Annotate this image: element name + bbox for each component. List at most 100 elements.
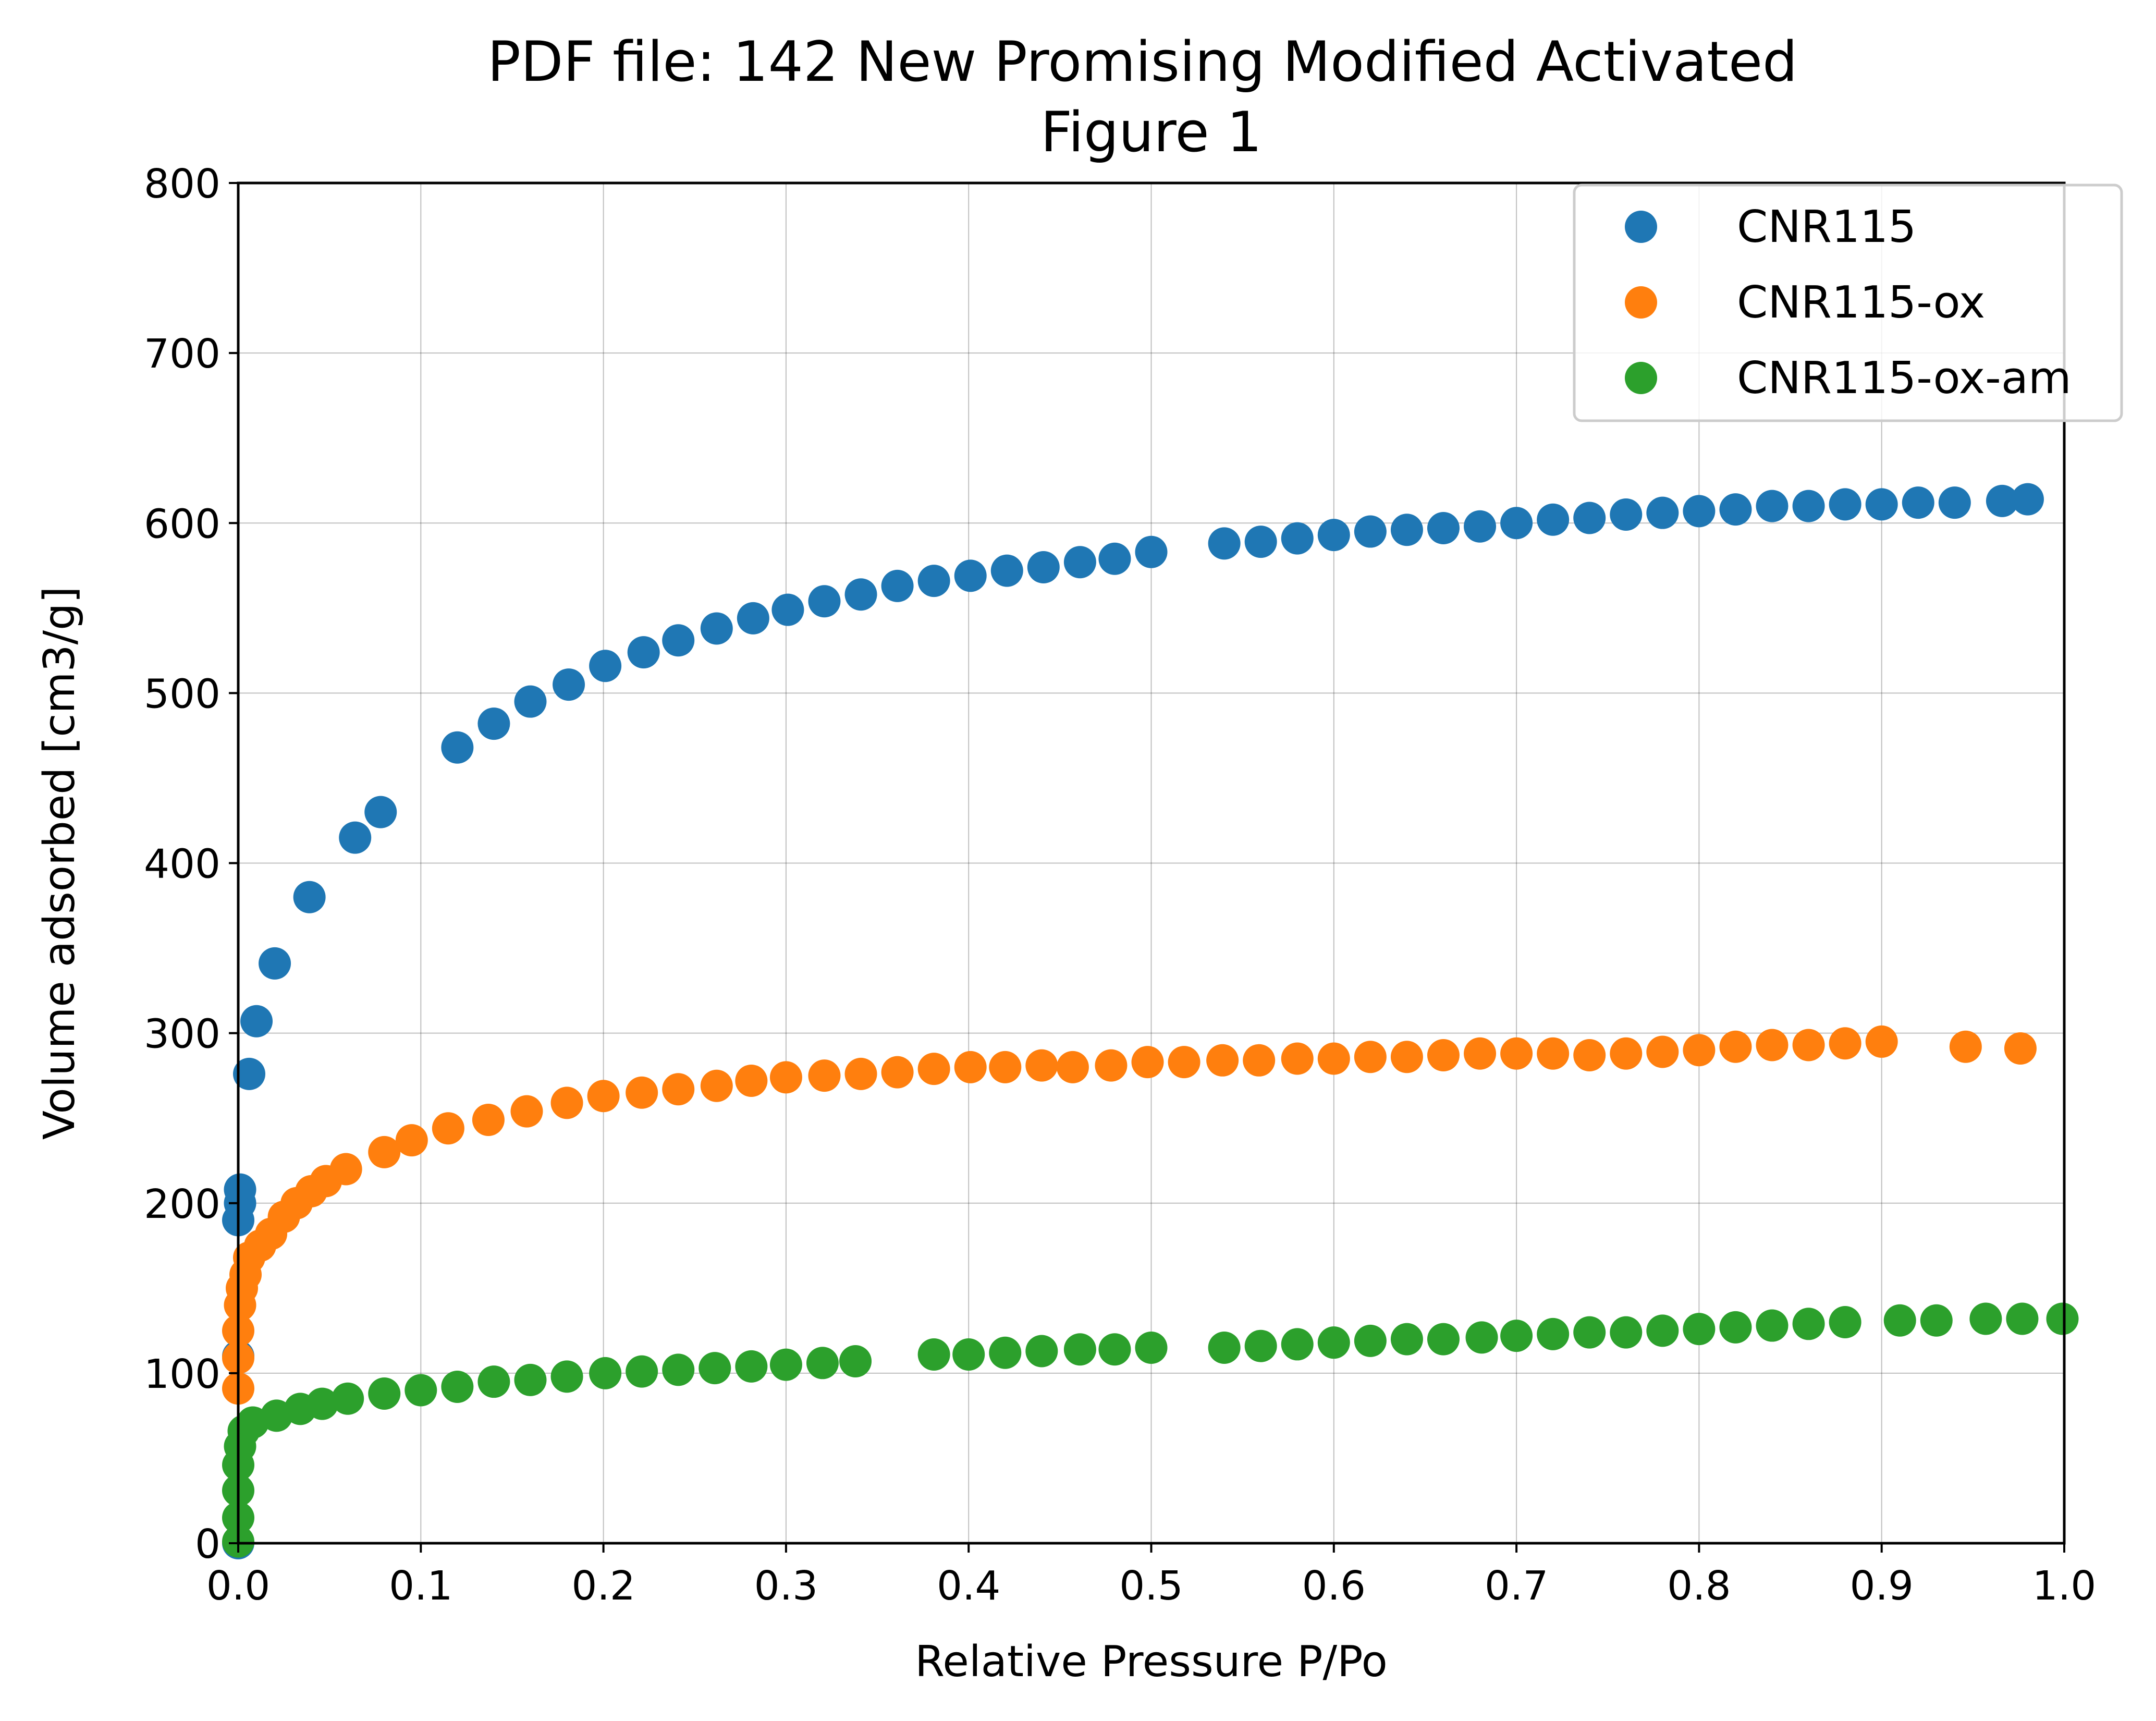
data-point: [806, 1347, 839, 1380]
data-point: [259, 947, 291, 980]
data-point: [1500, 1037, 1533, 1070]
data-point: [1500, 1320, 1533, 1352]
data-point: [1465, 1321, 1498, 1354]
x-tick-label: 0.4: [937, 1563, 1000, 1609]
data-point: [472, 1103, 505, 1136]
data-point: [2011, 483, 2044, 516]
y-tick-label: 500: [144, 671, 220, 717]
data-point: [368, 1377, 401, 1410]
data-point: [1610, 1037, 1643, 1070]
data-point: [1537, 1037, 1570, 1070]
data-point: [917, 565, 950, 597]
data-point: [550, 1360, 583, 1393]
data-point: [662, 1353, 695, 1386]
data-point: [700, 1069, 733, 1102]
data-point: [1243, 1044, 1276, 1077]
y-axis-label: Volume adsorbed [cm3/g]: [35, 587, 84, 1140]
data-point: [233, 1057, 266, 1090]
y-tick-label: 200: [144, 1181, 220, 1228]
x-tick-label: 0.3: [754, 1563, 818, 1609]
data-point: [1131, 1046, 1164, 1079]
data-point: [2004, 1032, 2037, 1065]
data-point: [395, 1124, 428, 1157]
x-tick-label: 0.0: [206, 1563, 270, 1609]
data-point: [1683, 1034, 1716, 1067]
data-point: [550, 1087, 583, 1119]
data-point: [1756, 1309, 1788, 1342]
data-point: [1027, 551, 1060, 584]
data-point: [1244, 1329, 1277, 1362]
data-point: [1986, 484, 2018, 517]
x-tick-label: 0.1: [389, 1563, 452, 1609]
data-point: [917, 1338, 950, 1371]
data-point: [737, 602, 769, 634]
y-tick-label: 400: [144, 841, 220, 888]
data-point: [514, 1363, 547, 1396]
x-tick-label: 0.5: [1119, 1563, 1183, 1609]
x-tick-label: 0.6: [1302, 1563, 1366, 1609]
data-point: [1354, 515, 1387, 548]
data-point: [1883, 1304, 1916, 1337]
data-point: [1683, 1313, 1716, 1346]
data-point: [1244, 526, 1277, 558]
data-point: [1719, 1311, 1752, 1344]
data-point: [1427, 1039, 1460, 1072]
x-tick-label: 1.0: [2032, 1563, 2096, 1609]
data-point: [477, 707, 510, 740]
data-point: [1281, 522, 1314, 555]
data-point: [293, 881, 326, 913]
data-point: [881, 569, 914, 602]
legend-label: CNR115-ox: [1737, 277, 1985, 328]
chart-title-line-2: Figure 1: [1040, 100, 1262, 164]
data-point: [1938, 486, 1971, 519]
data-point: [700, 612, 733, 645]
data-point: [339, 821, 372, 854]
data-point: [1537, 503, 1570, 536]
data-point: [2046, 1302, 2079, 1335]
data-point: [368, 1136, 401, 1168]
data-point: [432, 1112, 464, 1145]
data-point: [1829, 1027, 1861, 1060]
x-tick-label: 0.8: [1667, 1563, 1731, 1609]
data-point: [952, 1338, 985, 1371]
data-point: [587, 1080, 620, 1113]
data-point: [1317, 1326, 1350, 1359]
data-point: [881, 1056, 914, 1089]
y-tick-label: 100: [144, 1351, 220, 1398]
data-point: [405, 1374, 437, 1407]
data-point: [1317, 519, 1350, 552]
data-point: [1168, 1046, 1200, 1079]
data-point: [514, 685, 547, 718]
data-point: [844, 1057, 877, 1090]
data-point: [224, 1173, 256, 1206]
data-point: [1610, 1316, 1643, 1349]
data-point: [441, 731, 474, 764]
y-tick-label: 0: [195, 1521, 220, 1568]
data-point: [1949, 1030, 1982, 1063]
data-point: [1464, 1037, 1497, 1070]
data-point: [1464, 510, 1497, 543]
data-point: [1792, 490, 1825, 522]
data-point: [769, 1348, 802, 1381]
data-point: [1500, 507, 1533, 540]
data-point: [553, 668, 585, 701]
data-point: [1902, 486, 1934, 519]
data-point: [990, 554, 1023, 587]
data-point: [2006, 1302, 2039, 1335]
data-point: [1208, 527, 1241, 560]
data-point: [769, 1061, 802, 1094]
data-point: [1756, 490, 1788, 522]
data-point: [1056, 1051, 1089, 1083]
data-point: [844, 578, 877, 611]
data-point: [589, 1357, 622, 1389]
data-point: [735, 1350, 768, 1383]
data-point: [1573, 1039, 1606, 1072]
data-point: [808, 585, 841, 618]
chart-title-line-1: PDF file: 142 New Promising Modified Act…: [487, 30, 1797, 94]
data-point: [1865, 488, 1898, 521]
data-points: [222, 483, 2079, 1559]
data-point: [1135, 535, 1168, 568]
data-point: [1646, 1314, 1679, 1347]
